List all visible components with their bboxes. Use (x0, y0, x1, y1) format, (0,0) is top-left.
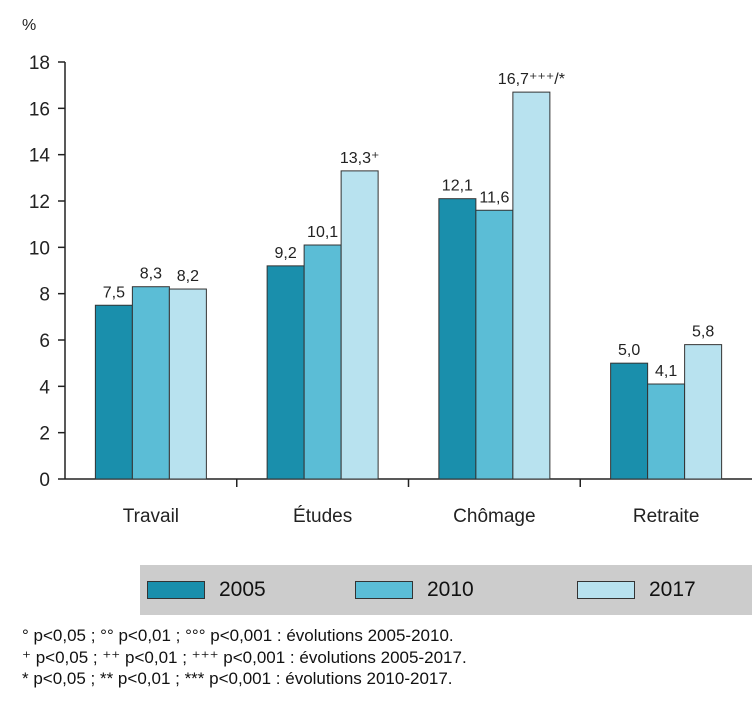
data-label: 5,0 (618, 342, 640, 359)
data-label: 11,6 (479, 189, 509, 206)
y-tick-label: 14 (29, 146, 51, 167)
y-tick-label: 0 (39, 470, 50, 491)
note-2005-2017: ⁺ p<0,05 ; ⁺⁺ p<0,01 ; ⁺⁺⁺ p<0,001 : évo… (22, 647, 467, 667)
y-tick-label: 6 (39, 331, 50, 352)
y-tick-label: 12 (29, 192, 50, 213)
y-tick-label: 8 (39, 285, 50, 306)
note-2005-2010: ° p<0,05 ; °° p<0,01 ; °°° p<0,001 : évo… (22, 626, 454, 645)
data-label: 10,1 (307, 224, 338, 241)
y-tick-label: 16 (29, 99, 50, 120)
significance-notes: ° p<0,05 ; °° p<0,01 ; °°° p<0,001 : évo… (22, 625, 467, 690)
bar (475, 209, 514, 480)
y-tick-label: 18 (29, 53, 50, 74)
legend-label-2017: 2017 (649, 578, 696, 601)
legend-item-2017: 2017 (577, 565, 696, 615)
data-label: 12,1 (442, 178, 473, 195)
note-2010-2017: * p<0,05 ; ** p<0,01 ; *** p<0,001 : évo… (22, 669, 453, 688)
bar (647, 383, 686, 480)
y-axis-unit-label: % (22, 17, 36, 34)
bar (131, 286, 170, 480)
data-label: 4,1 (655, 363, 677, 380)
data-label: 8,2 (177, 268, 199, 285)
bar (94, 304, 133, 480)
legend-label-2005: 2005 (219, 578, 266, 601)
bar (684, 344, 723, 480)
legend-item-2010: 2010 (355, 565, 474, 615)
y-tick-label: 2 (39, 424, 50, 445)
legend-item-2005: 2005 (147, 565, 266, 615)
data-label: 5,8 (692, 324, 714, 341)
legend: 2005 2010 2017 (140, 565, 752, 615)
data-label: 9,2 (275, 245, 297, 262)
bar (610, 362, 649, 480)
bar (512, 91, 551, 480)
bar (340, 170, 379, 480)
bar-chart: % 0 2 4 6 8 10 12 14 16 18 7,5 8,3 8,2 Travail 9,2 10,1 1… (22, 17, 752, 527)
x-category-label: Retraite (633, 506, 700, 527)
bar (438, 198, 477, 480)
legend-swatch-2005 (147, 581, 205, 599)
x-category-label: Chômage (453, 506, 535, 527)
x-category-label: Travail (123, 506, 179, 527)
legend-swatch-2017 (577, 581, 635, 599)
data-label: 13,3⁺ (340, 150, 380, 167)
data-label: 8,3 (140, 266, 162, 283)
x-category-label: Études (293, 506, 352, 527)
bar (266, 265, 305, 480)
bar (303, 244, 342, 480)
legend-swatch-2010 (355, 581, 413, 599)
legend-label-2010: 2010 (427, 578, 474, 601)
data-label: 16,7⁺⁺⁺/* (498, 71, 565, 88)
bar (168, 288, 207, 480)
y-tick-label: 4 (39, 377, 50, 398)
y-tick-label: 10 (29, 238, 50, 259)
data-label: 7,5 (103, 284, 125, 301)
